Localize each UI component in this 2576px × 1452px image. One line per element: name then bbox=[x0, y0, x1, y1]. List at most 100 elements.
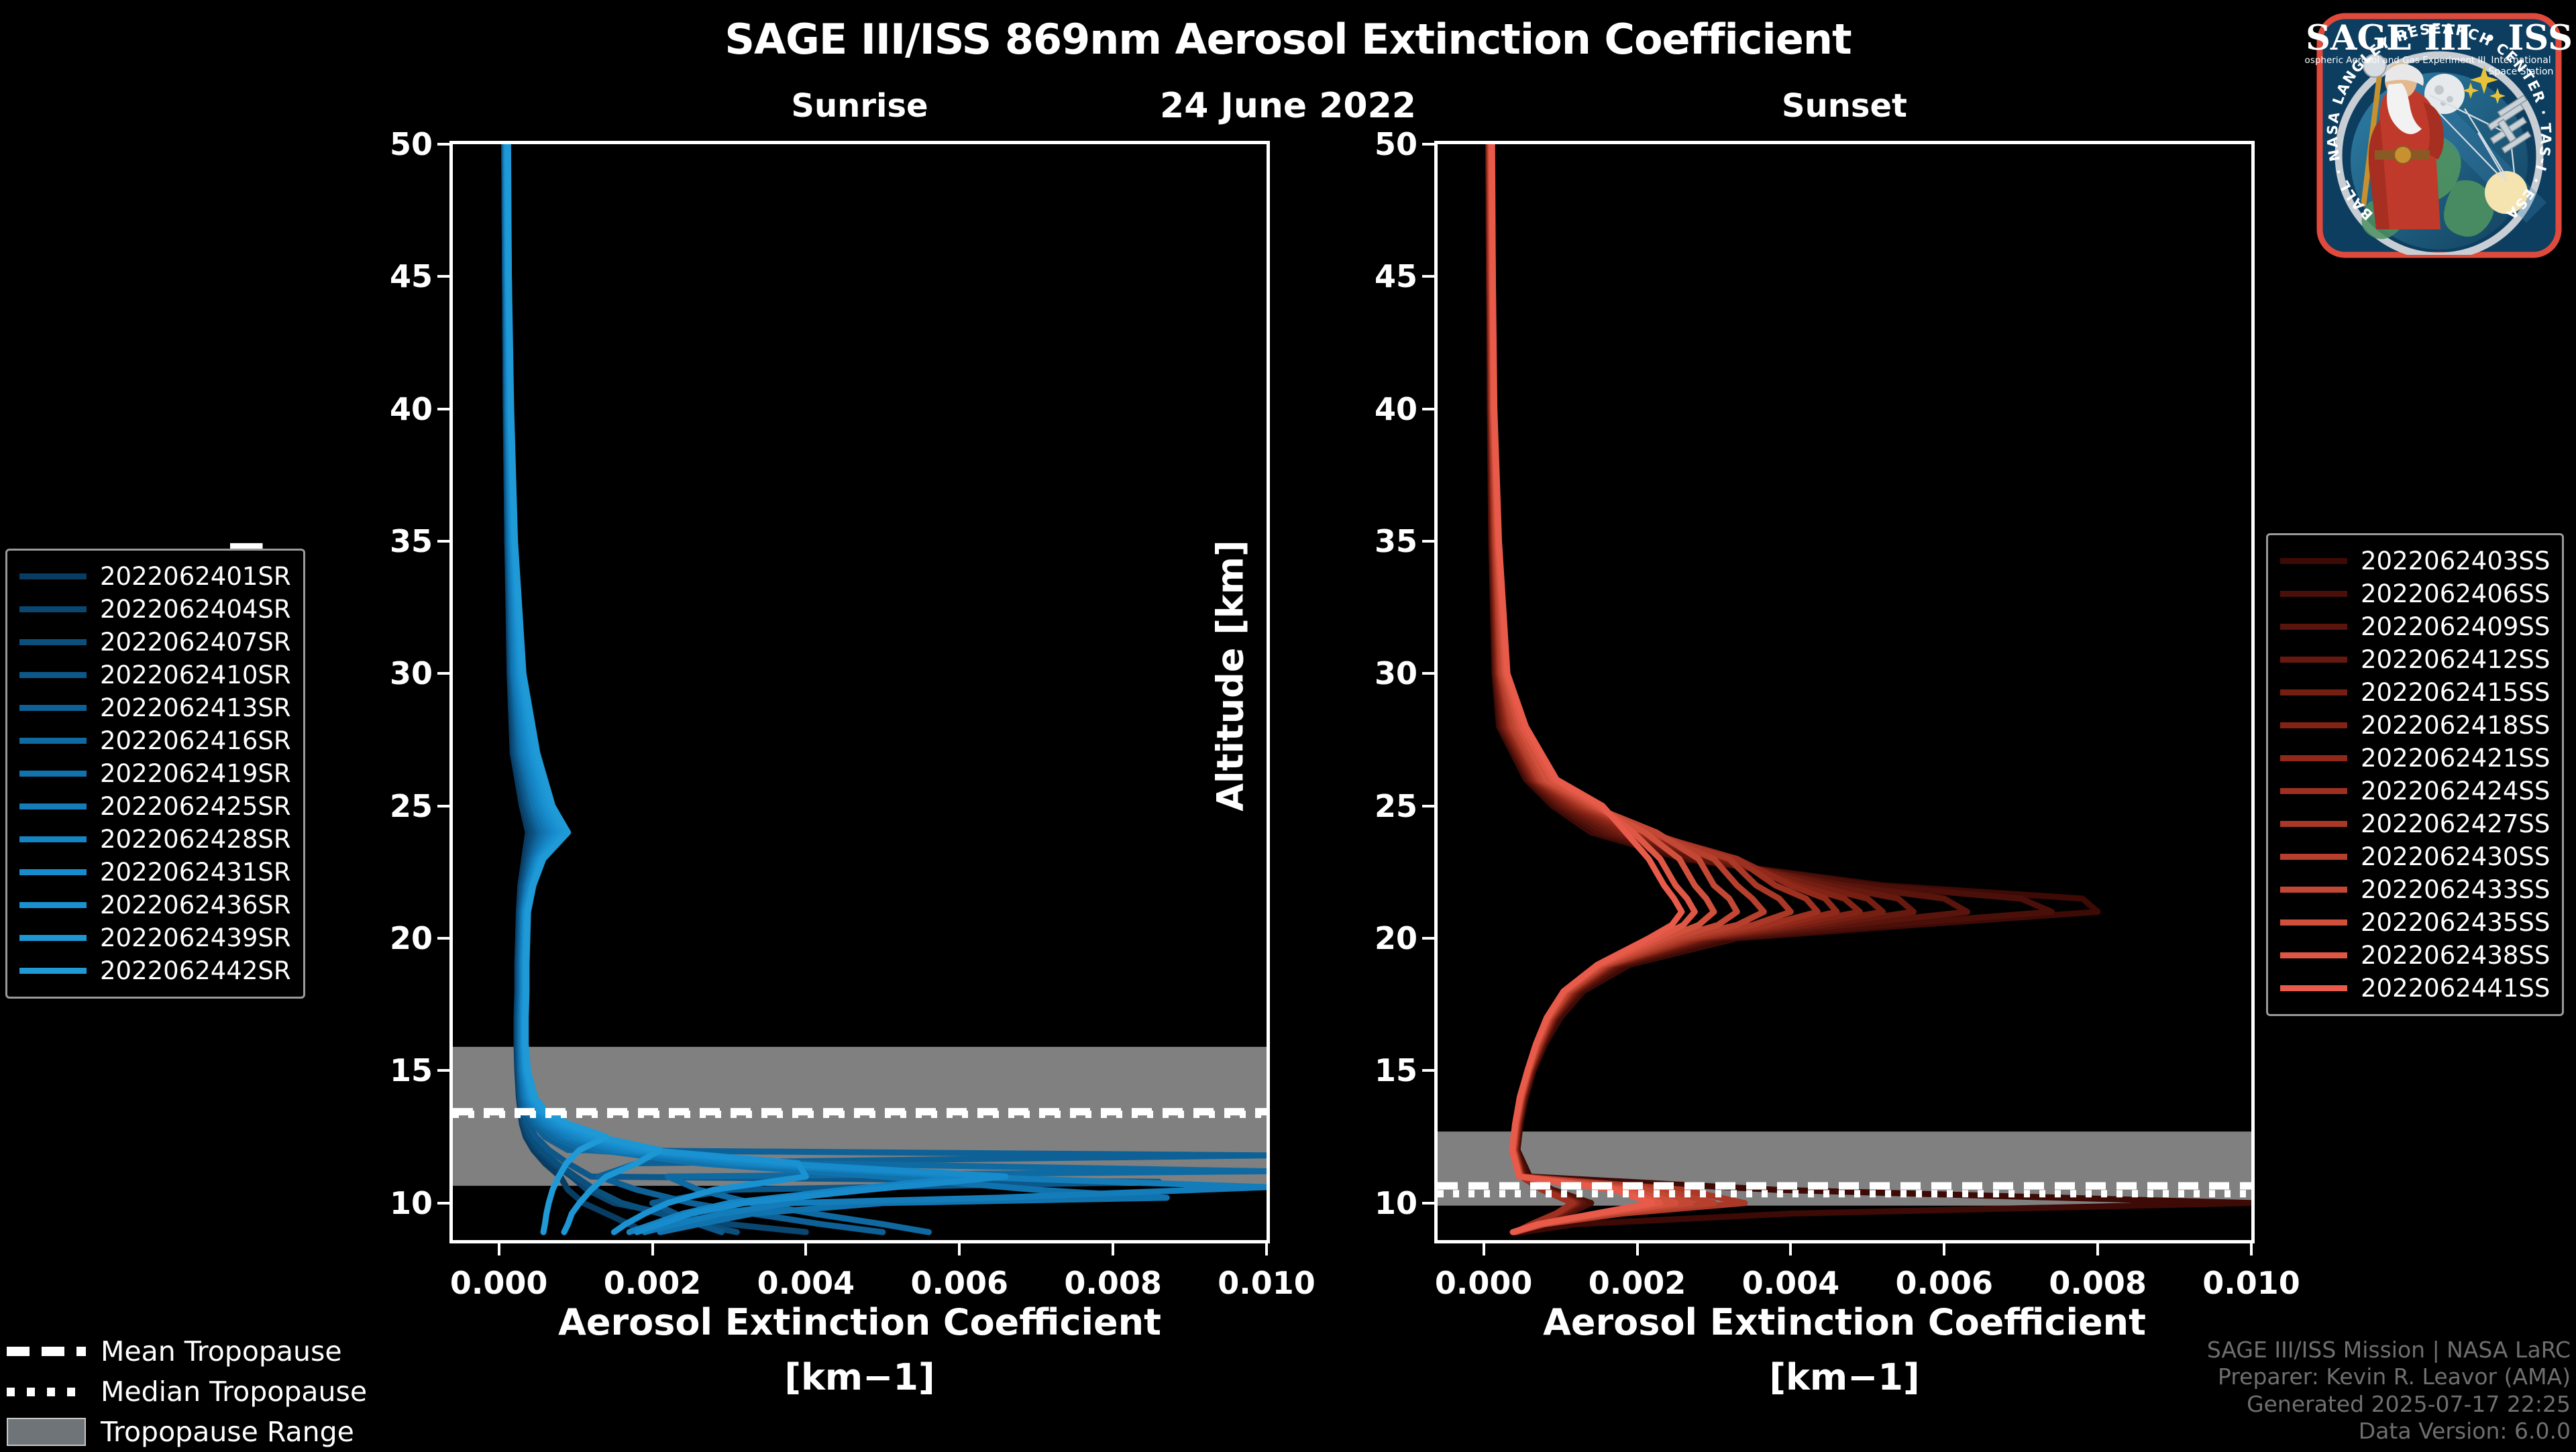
ytick-label-sunrise: 50 bbox=[389, 126, 433, 162]
ytick-mark-sunrise bbox=[437, 1201, 449, 1205]
xaxis-title-sunrise-line1: Aerosol Extinction Coefficient bbox=[558, 1301, 1161, 1343]
legend-sunset-item[interactable]: 2022062418SS bbox=[2280, 709, 2550, 742]
legend-sunrise-color-swatch-icon bbox=[19, 968, 87, 974]
legend-sunset-color-swatch-icon bbox=[2280, 591, 2347, 597]
tropopause-legend: Mean Tropopause Median Tropopause Tropop… bbox=[7, 1331, 367, 1452]
ytick-label-sunset: 15 bbox=[1374, 1052, 1417, 1089]
ytick-mark-sunset bbox=[1422, 1201, 1434, 1205]
legend-sunset-item[interactable]: 2022062427SS bbox=[2280, 807, 2550, 840]
xtick-label-sunset: 0.004 bbox=[1741, 1265, 1840, 1301]
legend-sunset-color-swatch-icon bbox=[2280, 722, 2347, 728]
ytick-label-sunset: 30 bbox=[1374, 655, 1417, 692]
plot-area-sunrise[interactable] bbox=[449, 141, 1270, 1243]
xtick-label-sunrise: 0.004 bbox=[757, 1265, 855, 1301]
ytick-label-sunset: 25 bbox=[1374, 787, 1417, 824]
xtick-mark-sunset bbox=[1635, 1243, 1639, 1255]
xtick-mark-sunrise bbox=[1112, 1243, 1115, 1255]
data-series-line bbox=[1485, 144, 1971, 1235]
ytick-label-sunset: 35 bbox=[1374, 523, 1417, 560]
ytick-label-sunrise: 40 bbox=[389, 390, 433, 427]
legend-sunrise-item[interactable]: 2022062439SR bbox=[19, 922, 291, 954]
data-series-line bbox=[1489, 144, 1685, 1235]
legend-sunrise-label: 2022062401SR bbox=[100, 562, 291, 591]
legend-sunset-item[interactable]: 2022062412SS bbox=[2280, 643, 2550, 676]
legend-sunset-item[interactable]: 2022062433SS bbox=[2280, 873, 2550, 906]
legend-sunrise-item[interactable]: 2022062404SR bbox=[19, 593, 291, 626]
legend-sunset-item[interactable]: 2022062421SS bbox=[2280, 742, 2550, 775]
legend-sunset-item[interactable]: 2022062424SS bbox=[2280, 775, 2550, 807]
legend-sunset-color-swatch-icon bbox=[2280, 821, 2347, 827]
ytick-mark-sunset bbox=[1422, 1069, 1434, 1072]
xtick-label-sunset: 0.008 bbox=[2049, 1265, 2147, 1301]
xtick-mark-sunrise bbox=[497, 1243, 500, 1255]
legend-sunset-label: 2022062421SS bbox=[2361, 744, 2551, 773]
legend-sunset-item[interactable]: 2022062415SS bbox=[2280, 676, 2550, 709]
legend-sunrise[interactable]: 2022062401SR 2022062404SR 2022062407SR 2022… bbox=[5, 549, 305, 999]
ytick-mark-sunrise bbox=[437, 1069, 449, 1072]
legend-sunset-label: 2022062427SS bbox=[2361, 809, 2551, 838]
xtick-mark-sunset bbox=[2250, 1243, 2253, 1255]
xtick-label-sunrise: 0.000 bbox=[449, 1265, 548, 1301]
legend-sunset-item[interactable]: 2022062406SS bbox=[2280, 577, 2550, 610]
legend-sunset-item[interactable]: 2022062441SS bbox=[2280, 972, 2550, 1005]
legend-sunset-item[interactable]: 2022062403SS bbox=[2280, 545, 2550, 577]
plot-area-sunset[interactable] bbox=[1434, 141, 2255, 1243]
legend-sunrise-item[interactable]: 2022062413SR bbox=[19, 691, 291, 724]
logo-subtitle-right-2: Space Station bbox=[2489, 66, 2554, 77]
data-series-line bbox=[1486, 144, 1863, 1235]
legend-sunrise-label: 2022062410SR bbox=[100, 661, 291, 689]
legend-sunrise-item[interactable]: 2022062419SR bbox=[19, 757, 291, 790]
legend-sunrise-label: 2022062431SR bbox=[100, 858, 291, 887]
legend-sunset-item[interactable]: 2022062435SS bbox=[2280, 906, 2550, 939]
data-series-line bbox=[1486, 144, 1886, 1235]
ytick-mark-sunset bbox=[1422, 275, 1434, 278]
xtick-mark-sunrise bbox=[1265, 1243, 1268, 1255]
xaxis-title-sunset-line1: Aerosol Extinction Coefficient bbox=[1543, 1301, 2146, 1343]
xaxis-title-sunrise-line2: [km−1] bbox=[784, 1356, 935, 1398]
legend-sunset-label: 2022062424SS bbox=[2361, 777, 2551, 805]
legend-item-mean-tropopause: Mean Tropopause bbox=[7, 1331, 367, 1372]
legend-sunset[interactable]: 2022062403SS 2022062406SS 2022062409SS 2022… bbox=[2266, 533, 2565, 1016]
legend-sunrise-item[interactable]: 2022062431SR bbox=[19, 856, 291, 889]
legend-sunrise-item[interactable]: 2022062416SR bbox=[19, 724, 291, 757]
legend-sunrise-label: 2022062439SR bbox=[100, 924, 291, 952]
legend-sunset-label: 2022062433SS bbox=[2361, 875, 2551, 904]
xtick-mark-sunrise bbox=[651, 1243, 654, 1255]
ytick-mark-sunset bbox=[1422, 672, 1434, 675]
data-series-line bbox=[1485, 144, 2251, 1235]
xtick-label-sunset: 0.002 bbox=[1588, 1265, 1686, 1301]
ytick-label-sunrise: 20 bbox=[389, 920, 433, 957]
legend-sunset-item[interactable]: 2022062409SS bbox=[2280, 610, 2550, 643]
legend-sunrise-label: 2022062404SR bbox=[100, 595, 291, 624]
legend-sunrise-color-swatch-icon bbox=[19, 836, 87, 842]
page-subtitle: 24 June 2022 bbox=[1160, 86, 1416, 126]
legend-sunrise-item[interactable]: 2022062410SR bbox=[19, 659, 291, 691]
legend-sunrise-color-swatch-icon bbox=[19, 771, 87, 777]
legend-sunset-color-swatch-icon bbox=[2280, 887, 2347, 893]
ytick-label-sunrise: 30 bbox=[389, 655, 433, 692]
ytick-label-sunset: 45 bbox=[1374, 258, 1417, 295]
legend-sunrise-item[interactable]: 2022062442SR bbox=[19, 954, 291, 987]
legend-sunrise-label: 2022062413SR bbox=[100, 693, 291, 722]
xtick-mark-sunset bbox=[1482, 1243, 1485, 1255]
legend-sunrise-item[interactable]: 2022062428SR bbox=[19, 823, 291, 856]
ytick-mark-sunrise bbox=[437, 275, 449, 278]
legend-sunrise-color-swatch-icon bbox=[19, 935, 87, 941]
ytick-mark-sunrise bbox=[437, 407, 449, 410]
legend-sunrise-color-swatch-icon bbox=[19, 573, 87, 579]
legend-sunrise-item[interactable]: 2022062425SR bbox=[19, 790, 291, 823]
legend-sunrise-item[interactable]: 2022062436SR bbox=[19, 889, 291, 922]
ytick-label-sunrise: 35 bbox=[389, 523, 433, 560]
legend-sunrise-item[interactable]: 2022062401SR bbox=[19, 560, 291, 593]
legend-sunset-label: 2022062412SS bbox=[2361, 645, 2551, 674]
legend-sunset-label: 2022062438SS bbox=[2361, 941, 2551, 970]
data-series-line bbox=[1487, 144, 1821, 1235]
xtick-mark-sunset bbox=[2096, 1243, 2100, 1255]
legend-sunrise-color-swatch-icon bbox=[19, 803, 87, 809]
legend-sunset-label: 2022062415SS bbox=[2361, 678, 2551, 707]
legend-sunset-color-swatch-icon bbox=[2280, 919, 2347, 926]
legend-sunset-item[interactable]: 2022062430SS bbox=[2280, 840, 2550, 873]
legend-sunrise-item[interactable]: 2022062407SR bbox=[19, 626, 291, 659]
legend-sunset-item[interactable]: 2022062438SS bbox=[2280, 939, 2550, 972]
data-series-line bbox=[1486, 144, 1917, 1235]
